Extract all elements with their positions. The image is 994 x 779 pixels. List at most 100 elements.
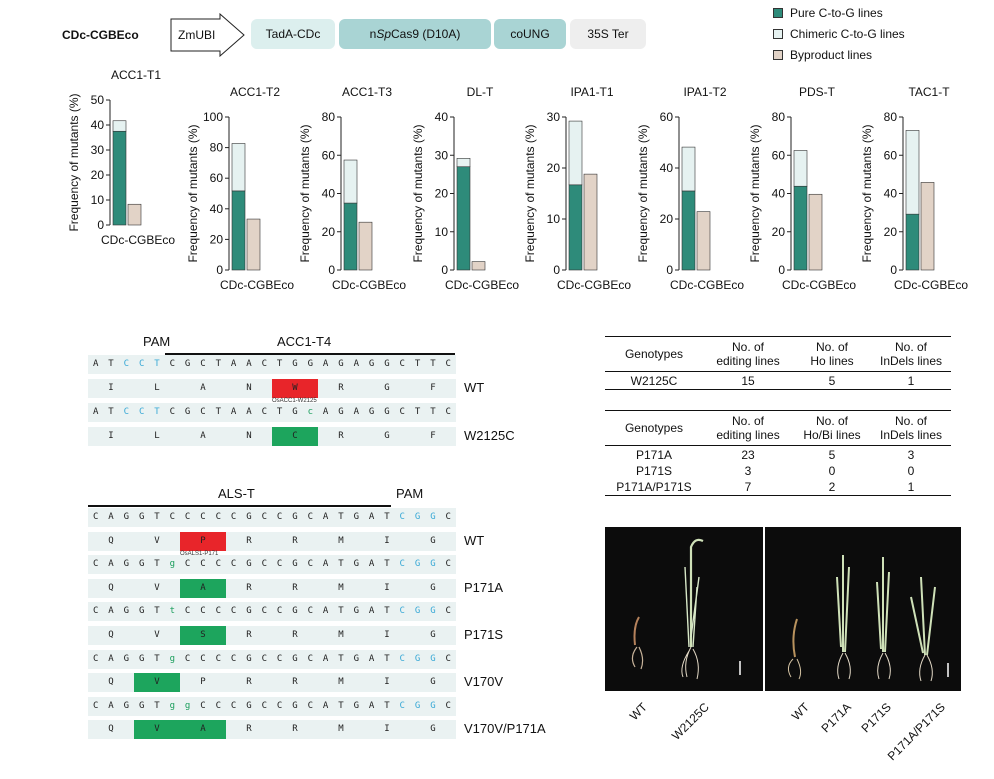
bar-byproduct bbox=[920, 182, 935, 271]
amino-acid: C bbox=[292, 431, 298, 441]
nucleotide: G bbox=[246, 606, 252, 617]
bar-byproduct bbox=[583, 173, 598, 271]
photo-label: W2125C bbox=[668, 700, 712, 743]
nucleotide: G bbox=[338, 359, 344, 369]
promoter-arrow bbox=[170, 13, 245, 57]
nucleotide: C bbox=[445, 700, 451, 711]
nucleotide: C bbox=[230, 559, 237, 570]
y-tick-label: 40 bbox=[322, 187, 336, 201]
table-header-cell: No. of InDels lines bbox=[871, 336, 951, 372]
y-axis-label: Frequency of mutants (%) bbox=[67, 93, 81, 231]
amino-acid: Q bbox=[108, 677, 114, 688]
nucleotide: C bbox=[138, 359, 145, 369]
nucleotide: g bbox=[169, 700, 176, 711]
nucleotide: C bbox=[399, 653, 405, 664]
x-axis-label: CDc-CGBEco bbox=[557, 278, 631, 292]
amino-acid: Q bbox=[108, 582, 114, 593]
bar-byproduct bbox=[127, 203, 142, 226]
nucleotide: A bbox=[322, 512, 329, 522]
genotype-label: WT bbox=[464, 532, 485, 548]
nucleotide: C bbox=[445, 559, 451, 570]
nucleotide: A bbox=[368, 606, 375, 617]
y-tick-label: 60 bbox=[322, 148, 336, 162]
table-cell: 5 bbox=[828, 448, 836, 462]
amino-acid: G bbox=[430, 535, 436, 546]
nucleotide: A bbox=[353, 359, 359, 369]
nucleotide: G bbox=[123, 653, 130, 664]
nucleotide: T bbox=[276, 359, 283, 369]
nucleotide: C bbox=[399, 407, 405, 417]
nucleotide: A bbox=[368, 653, 375, 664]
target-bar bbox=[88, 505, 391, 507]
nucleotide: C bbox=[261, 700, 267, 711]
x-axis-label: CDc-CGBEco bbox=[670, 278, 744, 292]
amino-acid: F bbox=[430, 431, 436, 441]
bar-chimeric bbox=[905, 130, 920, 215]
nucleotide: A bbox=[108, 700, 114, 711]
residue-highlight bbox=[180, 626, 226, 645]
nucleotide: A bbox=[246, 359, 252, 369]
y-tick-label: 40 bbox=[884, 187, 898, 201]
bar-pure bbox=[343, 202, 358, 271]
y-tick-label: 60 bbox=[210, 171, 224, 185]
nucleotide: G bbox=[138, 700, 145, 711]
header-line: No. of bbox=[894, 340, 927, 354]
residue-highlight bbox=[180, 531, 226, 551]
amino-acid: Q bbox=[108, 724, 114, 735]
nucleotide: G bbox=[292, 653, 298, 664]
legend-label: Byproduct lines bbox=[790, 48, 873, 62]
nucleotide: T bbox=[154, 700, 160, 711]
amino-acid: M bbox=[338, 582, 344, 593]
nucleotide: A bbox=[92, 407, 99, 417]
nucleotide: G bbox=[430, 653, 436, 664]
block-cas9: nSpCas9 (D10A) bbox=[339, 19, 491, 49]
y-tick-label: 60 bbox=[660, 110, 674, 124]
header-line: editing lines bbox=[716, 354, 780, 368]
amino-acid: G bbox=[384, 431, 390, 441]
y-axis-label: Frequency of mutants (%) bbox=[298, 124, 312, 262]
nucleotide: G bbox=[414, 653, 421, 664]
y-tick-label: 40 bbox=[660, 161, 674, 175]
chart-title: TAC1-T bbox=[908, 85, 950, 99]
amino-acid: R bbox=[292, 535, 298, 546]
nucleotide: G bbox=[384, 407, 390, 417]
nucleotide: T bbox=[108, 407, 114, 417]
nucleotide: T bbox=[384, 700, 390, 711]
y-tick-label: 20 bbox=[210, 232, 224, 246]
amino-acid: M bbox=[338, 677, 344, 688]
nucleotide: C bbox=[184, 606, 191, 617]
nucleotide: A bbox=[322, 407, 329, 417]
nucleotide: C bbox=[261, 653, 267, 664]
chart-title: ACC1-T3 bbox=[342, 85, 392, 99]
header-line: Ho/Bi lines bbox=[803, 428, 861, 442]
plant-illustration bbox=[787, 555, 949, 682]
nucleotide: G bbox=[138, 653, 145, 664]
nucleotide: A bbox=[246, 407, 252, 417]
nucleotide: C bbox=[230, 606, 237, 617]
nucleotide: C bbox=[169, 407, 176, 417]
nucleotide: C bbox=[307, 700, 313, 711]
amino-acid: V bbox=[154, 582, 160, 593]
nucleotide: A bbox=[322, 359, 329, 369]
nucleotide: G bbox=[184, 407, 191, 417]
amino-acid: G bbox=[384, 383, 390, 393]
nucleotide: C bbox=[399, 700, 405, 711]
amino-acid: N bbox=[246, 431, 252, 441]
header-line: Genotypes bbox=[624, 347, 684, 361]
legend-label: Chimeric C-to-G lines bbox=[790, 27, 905, 41]
nucleotide: T bbox=[338, 559, 344, 570]
nucleotide: G bbox=[414, 559, 421, 570]
amino-acid: R bbox=[246, 724, 252, 735]
y-axis-label: Frequency of mutants (%) bbox=[186, 124, 200, 262]
nucleotide: C bbox=[92, 559, 99, 570]
nucleotide: C bbox=[184, 653, 191, 664]
nucleotide: t bbox=[169, 606, 176, 617]
nucleotide: T bbox=[338, 606, 344, 617]
amino-acid: R bbox=[246, 535, 252, 546]
table-row: P171A 23 5 3 bbox=[605, 446, 951, 464]
y-tick-label: 100 bbox=[203, 110, 223, 124]
